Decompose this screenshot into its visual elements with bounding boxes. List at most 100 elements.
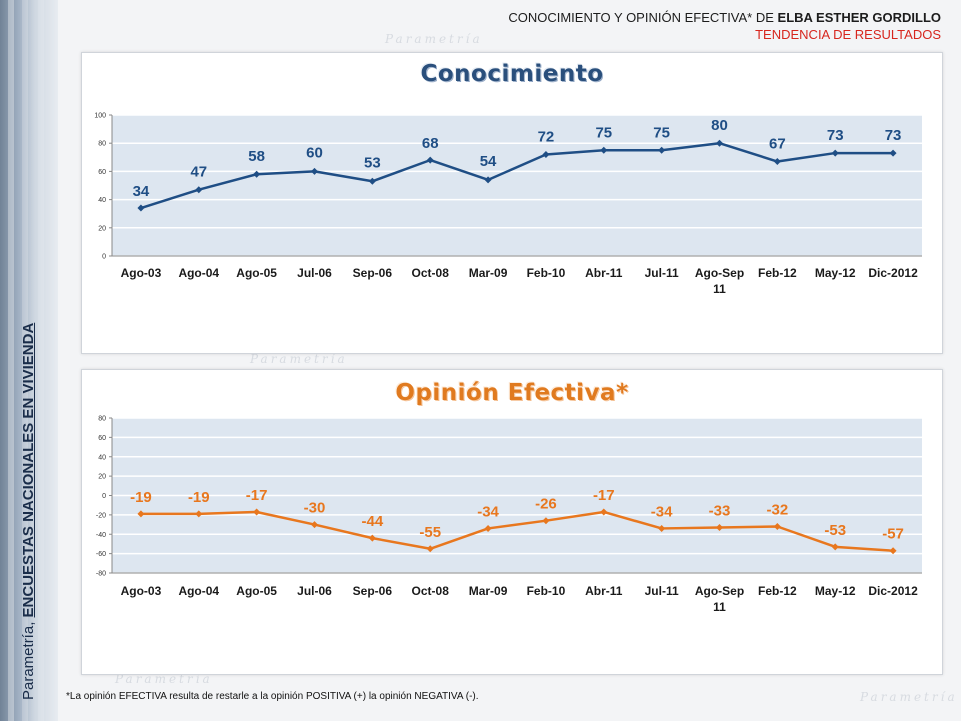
watermark: Parametría bbox=[250, 352, 348, 366]
data-label: -19 bbox=[188, 489, 210, 506]
x-tick-label: Ago-04 bbox=[178, 584, 219, 598]
conocimiento-chart-title: Conocimiento bbox=[420, 61, 604, 87]
x-tick-label: Dic-2012 bbox=[868, 584, 918, 598]
data-label: 75 bbox=[653, 124, 670, 141]
x-tick-label: Jul-06 bbox=[297, 584, 332, 598]
data-label: -57 bbox=[882, 526, 904, 543]
y-tick-label: -20 bbox=[96, 512, 106, 519]
data-label: 47 bbox=[190, 164, 207, 181]
data-point bbox=[195, 186, 203, 194]
plot-area bbox=[112, 115, 922, 256]
side-decoration bbox=[0, 0, 58, 721]
y-tick-label: 80 bbox=[98, 416, 106, 423]
data-label: 34 bbox=[133, 183, 150, 200]
data-label: -17 bbox=[246, 487, 268, 504]
x-tick-label: Ago-03 bbox=[121, 266, 162, 280]
data-label: 60 bbox=[306, 144, 323, 161]
y-tick-label: -60 bbox=[96, 551, 106, 558]
y-tick-label: 40 bbox=[98, 197, 106, 204]
data-point bbox=[253, 170, 261, 178]
y-tick-label: 20 bbox=[98, 474, 106, 481]
data-label: -55 bbox=[419, 524, 441, 541]
x-tick-label: Mar-09 bbox=[469, 584, 508, 598]
series-line bbox=[140, 510, 894, 552]
x-tick-label: Oct-08 bbox=[412, 266, 450, 280]
data-label: 72 bbox=[538, 128, 555, 145]
page-title: CONOCIMIENTO Y OPINIÓN EFECTIVA* DE ELBA… bbox=[508, 10, 941, 25]
x-tick-label: Feb-10 bbox=[527, 584, 566, 598]
x-tick-label: Feb-10 bbox=[527, 266, 566, 280]
data-label: 73 bbox=[885, 127, 902, 144]
x-tick-label: May-12 bbox=[815, 584, 856, 598]
y-tick-label: 80 bbox=[98, 141, 106, 148]
x-tick-label: Ago-05 bbox=[236, 266, 277, 280]
x-tick-label: Abr-11 bbox=[585, 584, 623, 598]
conocimiento-chart: 0 20 40 60 80 100 Ago-03 Ago-04 Ago-05 Jul-06 Sep-… bbox=[94, 113, 922, 296]
data-point bbox=[311, 167, 318, 175]
x-tick-label: Oct-08 bbox=[412, 584, 450, 598]
x-tick-label: Ago-Sep 11 bbox=[695, 266, 744, 296]
x-tick-label: Mar-09 bbox=[469, 266, 508, 280]
footnote: *La opinión EFECTIVA resulta de restarle… bbox=[66, 691, 479, 702]
data-point bbox=[137, 204, 145, 212]
y-tick-label: 20 bbox=[98, 225, 106, 232]
data-point bbox=[484, 176, 492, 184]
data-point bbox=[600, 146, 608, 154]
x-tick-label: Dic-2012 bbox=[868, 266, 918, 280]
y-tick-label: 40 bbox=[98, 454, 106, 461]
page-title-name: ELBA ESTHER GORDILLO bbox=[777, 10, 941, 25]
watermark: Parametría bbox=[115, 672, 213, 686]
data-label: -53 bbox=[824, 522, 846, 539]
data-point bbox=[368, 534, 376, 542]
page-subtitle: TENDENCIA DE RESULTADOS bbox=[755, 27, 941, 42]
side-label: Parametría, ENCUESTAS NACIONALES EN VIVI… bbox=[20, 323, 37, 700]
watermark: Parametría bbox=[385, 32, 483, 46]
data-point bbox=[773, 158, 781, 166]
x-tick-label: Jul-11 bbox=[645, 266, 679, 280]
data-point bbox=[542, 150, 550, 158]
x-tick-label: Ago-03 bbox=[121, 584, 162, 598]
data-label: 58 bbox=[248, 148, 265, 165]
y-tick-label: 60 bbox=[98, 435, 106, 442]
data-label: -34 bbox=[477, 503, 499, 520]
watermark: Parametría bbox=[860, 690, 958, 704]
data-point bbox=[831, 543, 839, 551]
data-point bbox=[658, 146, 666, 154]
y-tick-label: -80 bbox=[96, 571, 106, 578]
x-tick-label: Jul-11 bbox=[645, 584, 679, 598]
data-label: -34 bbox=[651, 503, 673, 520]
x-tick-label: Sep-06 bbox=[353, 584, 393, 598]
data-label: -17 bbox=[593, 487, 615, 504]
data-point bbox=[889, 547, 897, 555]
data-point bbox=[889, 149, 897, 157]
opinion-chart: -80 -60 -40 -20 0 20 40 60 80 Ago-03 Ago-04 Ago-05 J… bbox=[96, 416, 922, 614]
series-line bbox=[140, 141, 894, 210]
x-tick-label: Ago-05 bbox=[236, 584, 277, 598]
page-title-prefix: CONOCIMIENTO Y OPINIÓN EFECTIVA* DE bbox=[508, 10, 778, 25]
data-label: 75 bbox=[595, 124, 612, 141]
data-label: -26 bbox=[535, 496, 557, 513]
data-point bbox=[368, 177, 376, 185]
x-tick-label: Ago-Sep 11 bbox=[695, 584, 744, 614]
data-label: 73 bbox=[827, 127, 844, 144]
data-point bbox=[716, 139, 723, 147]
data-point bbox=[484, 524, 492, 532]
data-point bbox=[773, 523, 781, 530]
y-tick-label: 0 bbox=[102, 493, 106, 500]
data-label: 80 bbox=[711, 117, 728, 134]
data-label: 53 bbox=[364, 154, 381, 171]
data-label: -30 bbox=[304, 500, 326, 517]
data-label: -19 bbox=[130, 489, 152, 506]
y-tick-label: 60 bbox=[98, 169, 106, 176]
x-tick-label: Ago-04 bbox=[178, 266, 219, 280]
data-label: -33 bbox=[709, 502, 731, 519]
data-point bbox=[253, 508, 261, 516]
opinion-panel: Opinión Efectiva* -80 -60 -40 -20 0 20 40 60 80 A… bbox=[81, 369, 943, 675]
data-point bbox=[716, 523, 723, 531]
data-label: 67 bbox=[769, 136, 786, 153]
data-label: -44 bbox=[362, 513, 384, 530]
y-tick-label: 100 bbox=[94, 113, 106, 120]
y-tick-label: -40 bbox=[96, 532, 106, 539]
x-tick-label: May-12 bbox=[815, 266, 856, 280]
data-point bbox=[600, 508, 608, 516]
